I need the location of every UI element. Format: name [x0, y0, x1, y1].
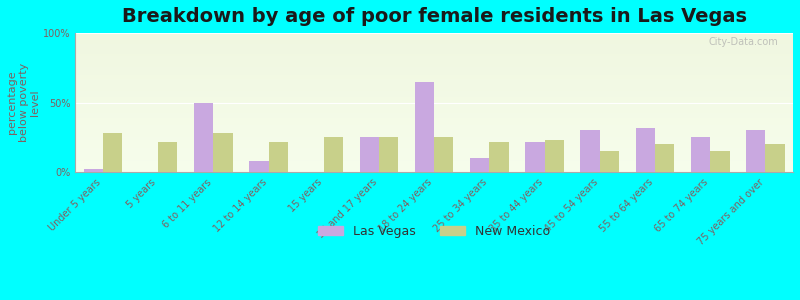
- Bar: [490, 142, 509, 172]
- Bar: [415, 82, 434, 172]
- Bar: [250, 161, 269, 172]
- Bar: [434, 137, 454, 172]
- Bar: [600, 152, 619, 172]
- Bar: [158, 142, 178, 172]
- Bar: [470, 158, 490, 172]
- Legend: Las Vegas, New Mexico: Las Vegas, New Mexico: [313, 220, 556, 243]
- Bar: [710, 152, 730, 172]
- Bar: [194, 103, 214, 172]
- Bar: [526, 142, 545, 172]
- Bar: [214, 133, 233, 172]
- Bar: [103, 133, 122, 172]
- Bar: [766, 144, 785, 172]
- Bar: [545, 140, 564, 172]
- Bar: [636, 128, 655, 172]
- Title: Breakdown by age of poor female residents in Las Vegas: Breakdown by age of poor female resident…: [122, 7, 746, 26]
- Bar: [581, 130, 600, 172]
- Bar: [324, 137, 343, 172]
- Bar: [691, 137, 710, 172]
- Y-axis label: percentage
below poverty
level: percentage below poverty level: [7, 63, 40, 142]
- Bar: [83, 169, 103, 172]
- Bar: [746, 130, 766, 172]
- Bar: [269, 142, 288, 172]
- Bar: [379, 137, 398, 172]
- Bar: [655, 144, 674, 172]
- Bar: [360, 137, 379, 172]
- Text: City-Data.com: City-Data.com: [709, 37, 778, 47]
